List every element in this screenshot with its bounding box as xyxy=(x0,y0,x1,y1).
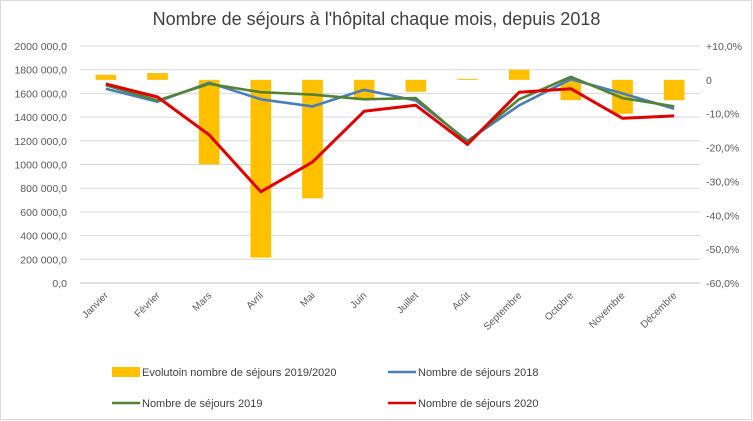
x-category-label: Avril xyxy=(245,290,266,311)
bar xyxy=(302,79,323,199)
legend-swatch xyxy=(112,367,140,377)
chart-title: Nombre de séjours à l'hôpital chaque moi… xyxy=(152,9,601,29)
y-right-tick-label: -60,0% xyxy=(706,278,739,290)
bar xyxy=(457,78,478,80)
line-series xyxy=(105,75,675,194)
y-left-tick-label: 1800 000,0 xyxy=(14,65,67,77)
y-left-tick-label: 400 000,0 xyxy=(20,231,67,243)
y-right-tick-label: 0 xyxy=(706,75,712,87)
bar xyxy=(663,79,685,101)
y-right-tick-label: +10,0% xyxy=(706,41,742,53)
y-left-tick-label: 1400 000,0 xyxy=(14,112,67,124)
x-category-label: Octobre xyxy=(543,290,576,323)
x-category-label: Mai xyxy=(298,290,317,309)
x-category-label: Juin xyxy=(349,290,370,311)
y-left-tick-label: 1200 000,0 xyxy=(14,136,67,148)
y-left-tick-label: 0,0 xyxy=(52,278,67,290)
x-category-label: Août xyxy=(450,290,472,312)
x-category-label: Janvier xyxy=(80,290,111,321)
bar xyxy=(508,69,530,80)
x-category-label: Février xyxy=(133,290,163,320)
legend-label: Nombre de séjours 2018 xyxy=(418,367,538,379)
x-category-label: Novembre xyxy=(587,290,628,331)
y-right-tick-label: -50,0% xyxy=(706,244,739,256)
x-category-label: Juillet xyxy=(395,290,421,316)
bar xyxy=(198,79,220,165)
y-left-tick-label: 200 000,0 xyxy=(20,254,67,266)
series-line xyxy=(105,75,675,144)
x-category-label: Mars xyxy=(191,290,215,314)
grid-lines xyxy=(80,45,700,284)
x-category-label: Septembre xyxy=(482,290,525,333)
bar xyxy=(405,79,427,92)
y-left-tick-label: 1000 000,0 xyxy=(14,160,67,172)
bar xyxy=(147,73,168,80)
legend-label: Nombre de séjours 2019 xyxy=(142,398,262,410)
bar xyxy=(250,79,272,258)
legend: Evolutoin nombre de séjours 2019/2020 Nom… xyxy=(112,367,538,410)
x-category-label: Décembre xyxy=(639,290,680,331)
y-right-tick-label: -20,0% xyxy=(706,143,739,155)
y-right-tick-label: -30,0% xyxy=(706,176,739,188)
y-left-tick-label: 1600 000,0 xyxy=(14,88,67,100)
series-line xyxy=(105,82,675,194)
y-right-tick-label: -40,0% xyxy=(706,210,739,222)
y-left-tick-label: 2000 000,0 xyxy=(14,41,67,53)
y-right-tick-label: -10,0% xyxy=(706,109,739,121)
y-left-tick-label: 600 000,0 xyxy=(20,207,67,219)
legend-label: Nombre de séjours 2020 xyxy=(418,398,538,410)
legend-label: Evolutoin nombre de séjours 2019/2020 xyxy=(142,367,336,379)
y-left-tick-label: 800 000,0 xyxy=(20,183,67,195)
bar xyxy=(95,74,117,80)
